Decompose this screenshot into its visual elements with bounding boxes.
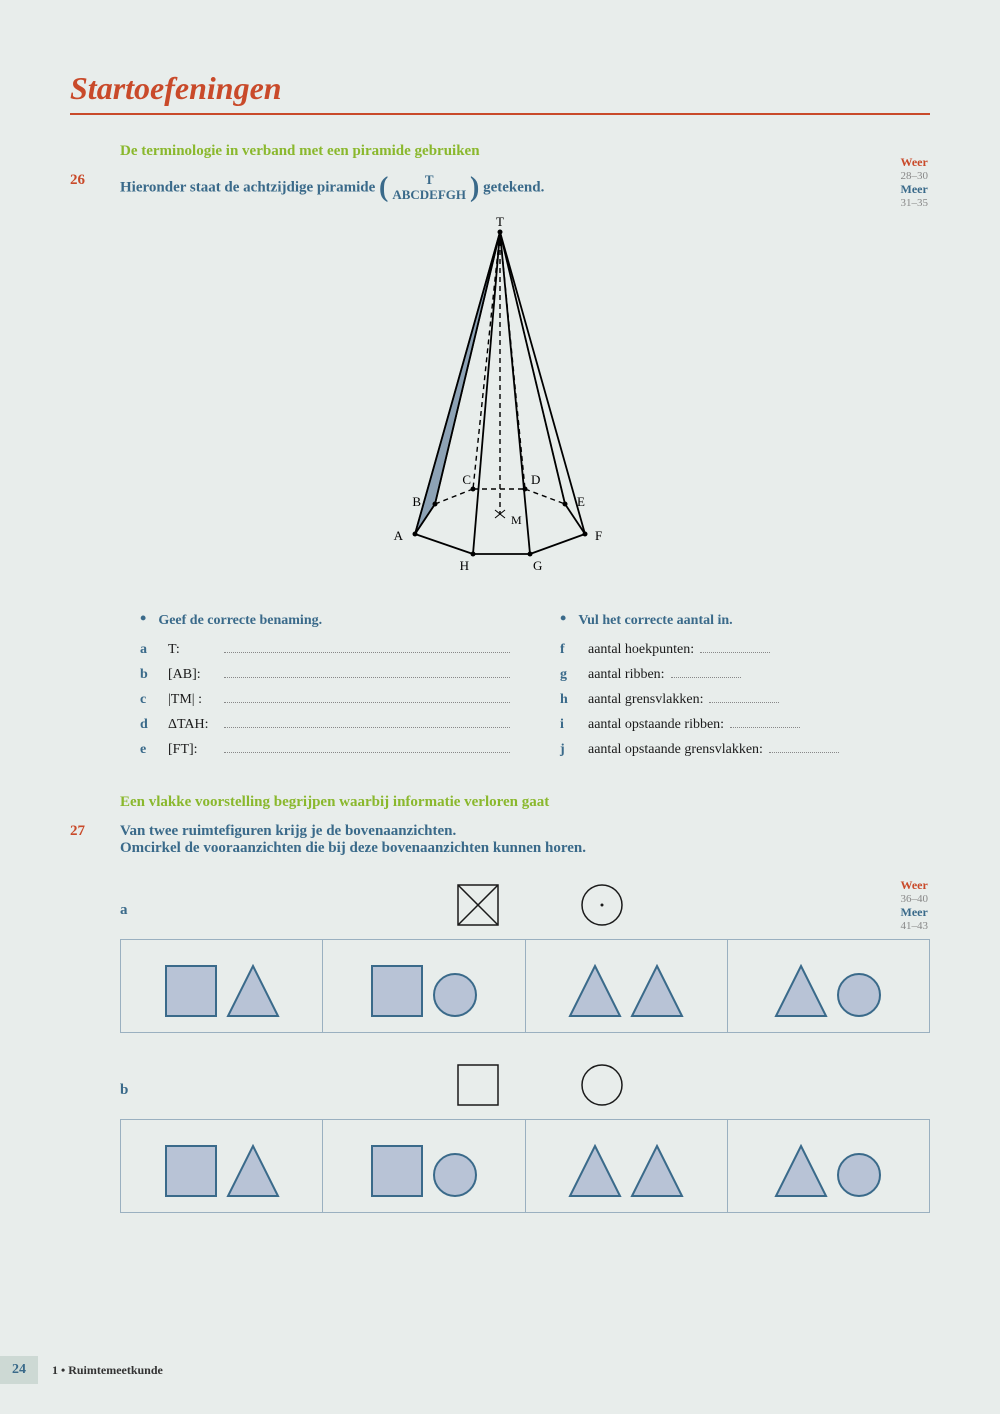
top-view-square bbox=[456, 1063, 500, 1107]
question-row: jaantal opstaande grensvlakken: bbox=[560, 739, 930, 758]
page-title: Startoefeningen bbox=[70, 70, 930, 107]
question-row: c|TM| : bbox=[140, 689, 510, 708]
options-b bbox=[120, 1119, 930, 1213]
option-cell[interactable] bbox=[526, 1120, 728, 1212]
svg-text:T: T bbox=[496, 214, 504, 229]
svg-text:E: E bbox=[577, 494, 585, 509]
sub-a: a bbox=[120, 902, 150, 919]
top-view-circle bbox=[580, 1063, 624, 1107]
option-cell[interactable] bbox=[121, 1120, 323, 1212]
option-cell[interactable] bbox=[728, 1120, 929, 1212]
option-cell[interactable] bbox=[728, 940, 929, 1032]
question-row: faantal hoekpunten: bbox=[560, 639, 930, 658]
sub-b: b bbox=[120, 1082, 150, 1099]
question-row: b[AB]: bbox=[140, 664, 510, 683]
ex-num-26: 26 bbox=[70, 172, 120, 189]
svg-text:D: D bbox=[531, 472, 540, 487]
side-ref-2: Weer 36–40 Meer 41–43 bbox=[901, 878, 929, 932]
svg-text:H: H bbox=[460, 558, 469, 573]
svg-text:C: C bbox=[462, 472, 471, 487]
question-row: iaantal opstaande ribben: bbox=[560, 714, 930, 733]
top-view-square-x bbox=[456, 883, 500, 927]
section-1-title: De terminologie in verband met een piram… bbox=[120, 143, 930, 160]
ex-27-text: Van twee ruimtefiguren krijg je de boven… bbox=[120, 823, 930, 857]
option-cell[interactable] bbox=[121, 940, 323, 1032]
option-cell[interactable] bbox=[323, 940, 525, 1032]
svg-text:A: A bbox=[394, 528, 404, 543]
question-row: aT: bbox=[140, 639, 510, 658]
page-footer: 24 1 • Ruimtemeetkunde bbox=[0, 1356, 163, 1384]
svg-text:F: F bbox=[595, 528, 602, 543]
option-cell[interactable] bbox=[526, 940, 728, 1032]
question-row: gaantal ribben: bbox=[560, 664, 930, 683]
title-rule bbox=[70, 113, 930, 115]
top-view-circle-dot bbox=[580, 883, 624, 927]
pyramid-diagram: T bbox=[70, 214, 930, 579]
question-row: e[FT]: bbox=[140, 739, 510, 758]
options-a bbox=[120, 939, 930, 1033]
chapter-label: 1 • Ruimtemeetkunde bbox=[52, 1363, 163, 1378]
page-number: 24 bbox=[0, 1356, 38, 1384]
exercise-27: 27 Van twee ruimtefiguren krijg je de bo… bbox=[70, 823, 930, 857]
ex-num-27: 27 bbox=[70, 823, 120, 840]
svg-text:B: B bbox=[412, 494, 421, 509]
exercise-26: 26 Hieronder staat de achtzijdige pirami… bbox=[70, 172, 930, 204]
section-2-title: Een vlakke voorstelling begrijpen waarbi… bbox=[120, 794, 930, 811]
side-ref-1: Weer 28–30 Meer 31–35 bbox=[901, 155, 929, 209]
ex-26-text: Hieronder staat de achtzijdige piramide … bbox=[120, 172, 930, 204]
questions-grid: •Geef de correcte benaming. aT:b[AB]:c|T… bbox=[140, 609, 930, 764]
question-row: dΔTAH: bbox=[140, 714, 510, 733]
option-cell[interactable] bbox=[323, 1120, 525, 1212]
svg-text:G: G bbox=[533, 558, 542, 573]
question-row: haantal grensvlakken: bbox=[560, 689, 930, 708]
svg-text:M: M bbox=[511, 513, 522, 527]
